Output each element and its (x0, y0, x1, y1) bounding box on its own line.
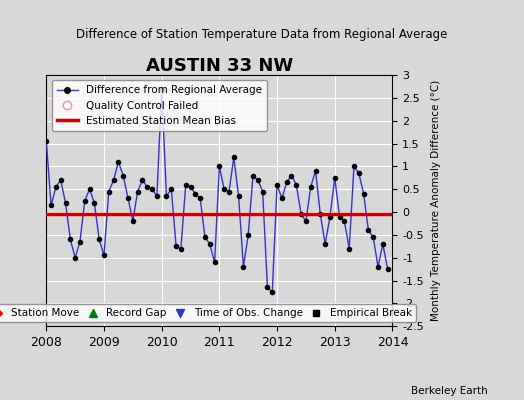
Legend: Station Move, Record Gap, Time of Obs. Change, Empirical Break: Station Move, Record Gap, Time of Obs. C… (0, 304, 416, 322)
Text: Berkeley Earth: Berkeley Earth (411, 386, 487, 396)
Y-axis label: Monthly Temperature Anomaly Difference (°C): Monthly Temperature Anomaly Difference (… (431, 80, 441, 321)
Title: AUSTIN 33 NW: AUSTIN 33 NW (146, 57, 293, 75)
Text: Difference of Station Temperature Data from Regional Average: Difference of Station Temperature Data f… (77, 28, 447, 41)
